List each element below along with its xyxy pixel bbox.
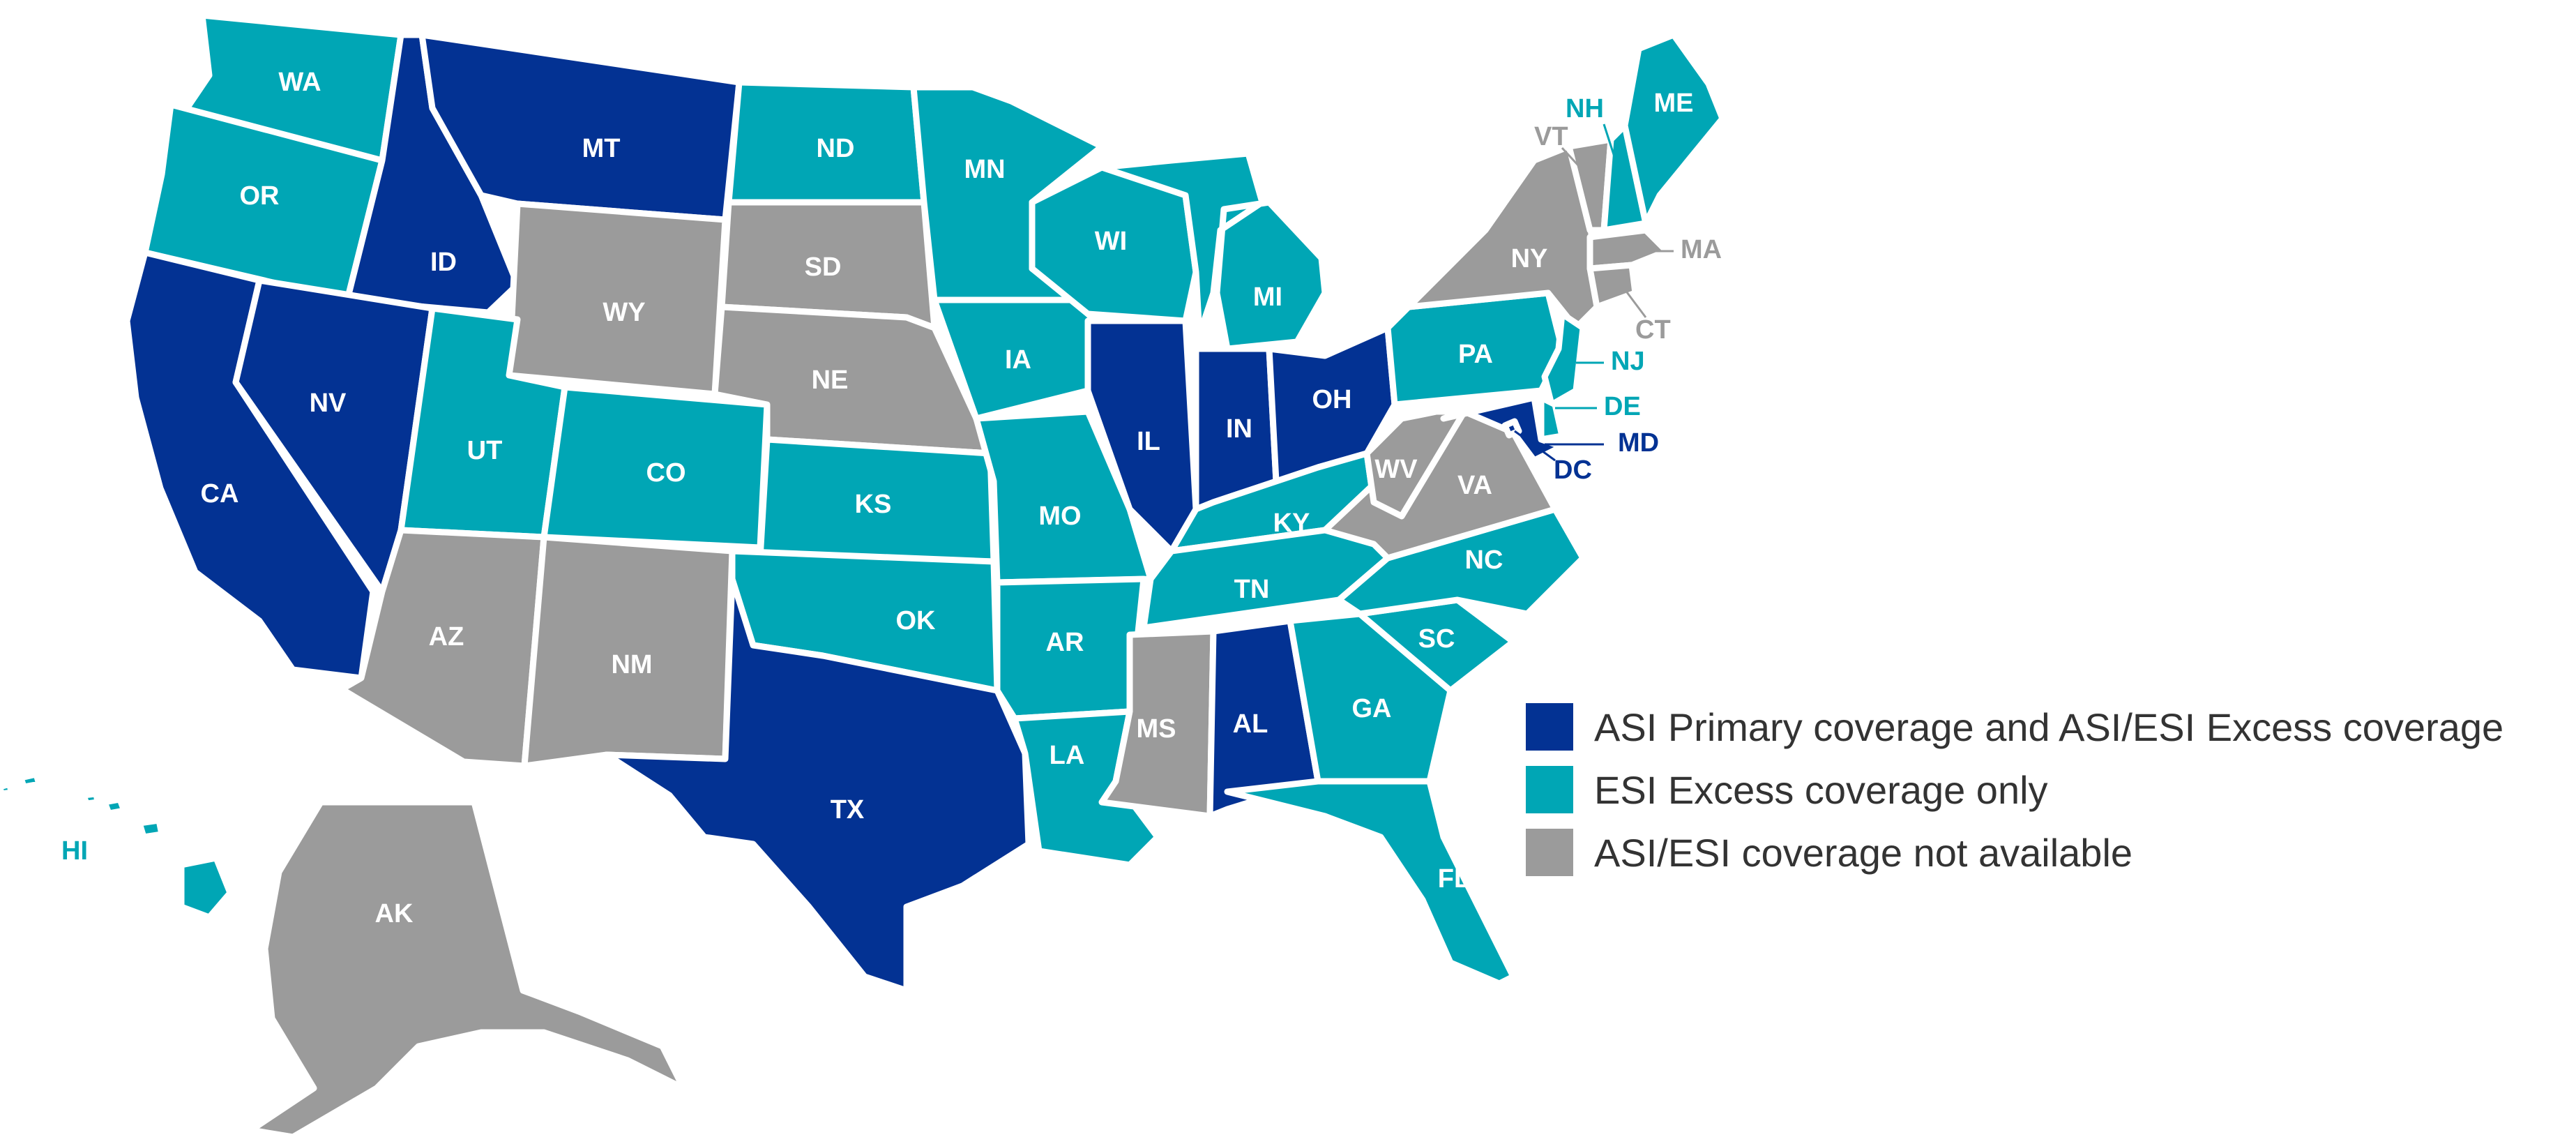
label-MI: MI [1253, 283, 1282, 312]
label-MN: MN [964, 155, 1005, 184]
label-CT: CT [1635, 315, 1671, 345]
legend-swatch-none [1526, 829, 1573, 876]
label-AL: AL [1233, 709, 1268, 739]
label-WA: WA [278, 68, 321, 97]
state-TX[interactable] [603, 575, 1032, 994]
state-MI[interactable] [1098, 150, 1328, 352]
state-WV[interactable] [1363, 408, 1468, 520]
label-AK: AK [375, 899, 414, 928]
legend: ASI Primary coverage and ASI/ESI Excess … [1526, 703, 2504, 893]
label-PA: PA [1458, 340, 1493, 369]
label-DC: DC [1554, 456, 1592, 485]
state-AZ[interactable] [338, 527, 547, 769]
label-IL: IL [1137, 427, 1160, 456]
state-AK[interactable] [248, 799, 687, 1141]
state-MA[interactable] [1586, 227, 1670, 272]
leader-NH [1603, 123, 1619, 168]
label-WV: WV [1374, 455, 1418, 484]
label-IA: IA [1005, 345, 1031, 375]
label-VA: VA [1457, 471, 1492, 500]
legend-swatch-excess [1526, 766, 1573, 813]
label-WY: WY [603, 298, 645, 327]
state-FL[interactable] [1224, 778, 1517, 987]
label-FL: FL [1438, 864, 1470, 894]
label-DE: DE [1604, 392, 1641, 421]
label-HI: HI [61, 836, 88, 866]
label-LA: LA [1050, 741, 1085, 770]
label-NJ: NJ [1611, 347, 1645, 376]
label-NY: NY [1511, 244, 1548, 273]
label-KY: KY [1273, 509, 1310, 538]
label-KS: KS [855, 490, 892, 519]
label-UT: UT [467, 436, 503, 465]
label-TX: TX [831, 795, 865, 825]
state-HI[interactable] [0, 771, 234, 921]
label-NH: NH [1566, 94, 1604, 123]
state-GA[interactable] [1287, 610, 1454, 785]
label-IN: IN [1226, 414, 1252, 444]
label-MD: MD [1618, 428, 1659, 458]
label-WI: WI [1095, 227, 1127, 256]
label-OK: OK [896, 606, 937, 635]
label-ND: ND [817, 134, 855, 163]
state-NC[interactable] [1335, 506, 1586, 617]
label-MA: MA [1681, 235, 1722, 264]
leader-DC [1514, 430, 1556, 462]
legend-label-none: ASI/ESI coverage not available [1594, 830, 2133, 875]
state-ME[interactable] [1621, 31, 1726, 227]
label-GA: GA [1352, 694, 1392, 723]
legend-item-excess: ESI Excess coverage only [1526, 766, 2503, 813]
label-VT: VT [1534, 122, 1568, 151]
legend-swatch-primary [1526, 703, 1573, 751]
label-OR: OR [240, 181, 280, 211]
label-NV: NV [310, 389, 347, 418]
label-NM: NM [611, 650, 652, 679]
label-TN: TN [1234, 575, 1270, 604]
label-ME: ME [1654, 89, 1694, 118]
label-NE: NE [812, 366, 849, 395]
label-NC: NC [1465, 545, 1503, 575]
label-CA: CA [201, 479, 239, 509]
legend-item-primary: ASI Primary coverage and ASI/ESI Excess … [1526, 703, 2504, 751]
label-AZ: AZ [429, 622, 464, 652]
label-SD: SD [805, 253, 842, 282]
label-ID: ID [430, 248, 457, 277]
leader-VT [1561, 146, 1588, 176]
legend-label-primary: ASI Primary coverage and ASI/ESI Excess … [1594, 705, 2504, 749]
legend-label-excess: ESI Excess coverage only [1594, 767, 2048, 812]
state-NY[interactable] [1405, 143, 1600, 331]
legend-item-none: ASI/ESI coverage not available [1526, 829, 2503, 876]
label-CO: CO [646, 458, 686, 488]
label-SC: SC [1418, 624, 1455, 654]
leader-CT [1623, 289, 1647, 318]
state-CT[interactable] [1586, 262, 1639, 310]
label-MO: MO [1038, 502, 1081, 531]
label-MT: MT [582, 134, 621, 163]
label-OH: OH [1312, 385, 1352, 414]
label-AR: AR [1046, 628, 1084, 657]
label-MS: MS [1137, 714, 1176, 744]
